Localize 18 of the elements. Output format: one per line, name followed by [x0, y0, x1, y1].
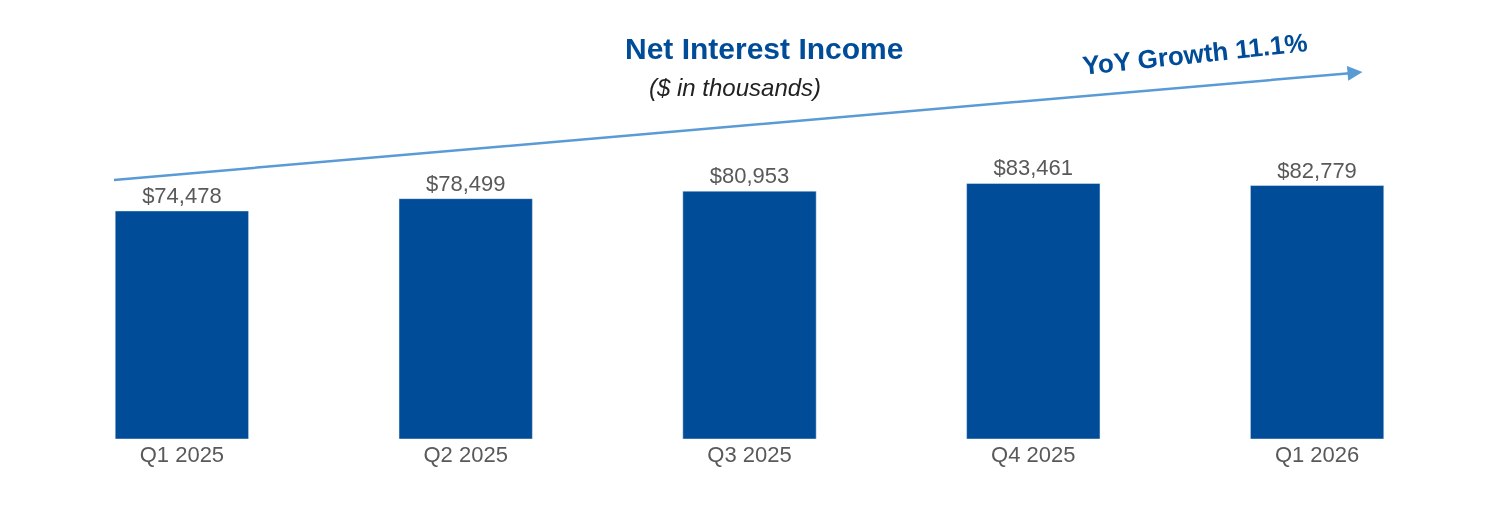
- x-tick-label: Q1 2026: [1274, 442, 1360, 467]
- data-label: $80,953: [709, 163, 790, 189]
- text: YoY Growth 11.1%: [1081, 27, 1309, 81]
- x-tick-label: Q2 2025: [423, 442, 508, 467]
- data-label: $82,779: [1277, 157, 1357, 183]
- bar: [1250, 185, 1385, 439]
- bar: [398, 198, 533, 439]
- bar: [966, 183, 1101, 439]
- data-label: $78,499: [425, 170, 506, 196]
- x-tick-label: Q3 2025: [707, 442, 792, 467]
- chart-title: Net Interest Income: [625, 32, 904, 65]
- bar: [114, 210, 249, 439]
- x-tick-label: Q4 2025: [991, 442, 1076, 467]
- data-label: $83,461: [993, 155, 1074, 181]
- data-label: $74,478: [142, 182, 222, 208]
- x-tick-label: Q1 2025: [139, 442, 225, 467]
- chart-subtitle: ($ in thousands): [649, 74, 822, 101]
- bar: [682, 190, 817, 439]
